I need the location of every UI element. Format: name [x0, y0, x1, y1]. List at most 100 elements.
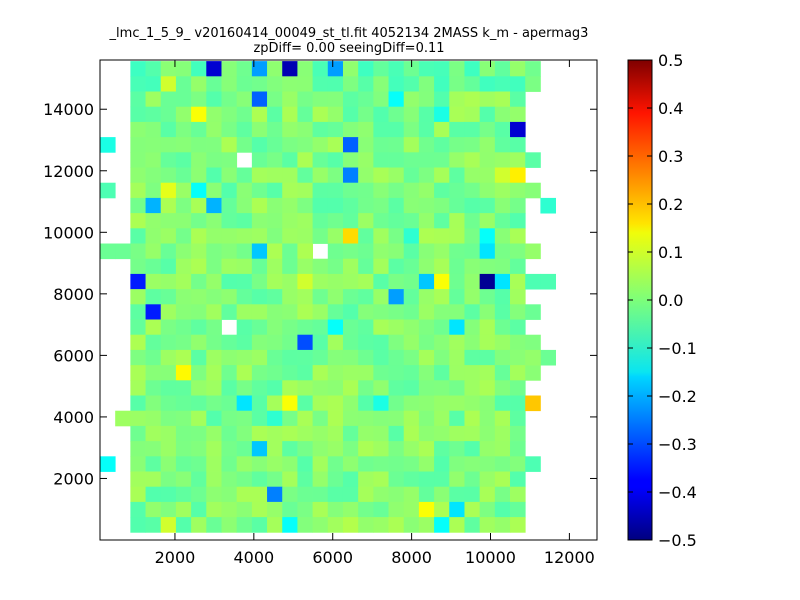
heatmap-cell: [236, 517, 253, 533]
heatmap-cell: [464, 501, 481, 518]
heatmap-cell: [358, 167, 374, 184]
heatmap-cell: [251, 273, 268, 290]
heatmap-cell: [342, 289, 359, 305]
heatmap-cell: [418, 61, 435, 77]
heatmap-cell: [418, 380, 435, 396]
heatmap-cell: [191, 456, 207, 472]
heatmap-cell: [145, 410, 162, 427]
heatmap-cell: [206, 365, 222, 381]
colorbar-tick-label: 0.0: [658, 291, 683, 310]
heatmap-cell: [342, 121, 359, 138]
heatmap-cell: [479, 365, 496, 381]
heatmap-cell: [160, 486, 177, 503]
heatmap-cell: [434, 471, 450, 488]
heatmap-cell: [388, 76, 405, 92]
heatmap-cell: [175, 167, 192, 184]
heatmap-cell: [191, 258, 207, 275]
colorbar-tick-label: 0.5: [658, 51, 683, 70]
heatmap-cell: [145, 258, 162, 275]
heatmap-cell: [145, 441, 162, 457]
heatmap-cell: [464, 425, 481, 442]
heatmap-cell: [434, 441, 450, 457]
heatmap-cell: [267, 456, 283, 472]
heatmap-cell: [479, 380, 496, 396]
heatmap-cell: [494, 441, 511, 457]
heatmap-cell: [175, 410, 192, 427]
heatmap-cell: [206, 273, 222, 290]
heatmap-cell: [221, 410, 238, 427]
heatmap-cell: [358, 486, 374, 503]
heatmap-cell: [130, 91, 146, 108]
y-tick-label: 10000: [43, 223, 94, 242]
heatmap-cell: [206, 501, 222, 518]
heatmap-cell: [358, 121, 374, 138]
heatmap-cell: [464, 76, 481, 92]
heatmap-cell: [145, 152, 162, 168]
heatmap-cell: [479, 228, 496, 244]
heatmap-cell: [206, 228, 222, 244]
heatmap-cell: [494, 152, 511, 168]
heatmap-cell: [388, 471, 405, 488]
heatmap-cell: [510, 289, 526, 305]
heatmap-cell: [479, 213, 496, 229]
heatmap-cell: [358, 243, 374, 260]
heatmap-cell: [403, 213, 420, 229]
heatmap-cell: [145, 334, 162, 351]
heatmap-cell: [160, 213, 177, 229]
heatmap-cell: [510, 304, 526, 320]
heatmap-cell: [494, 304, 511, 320]
heatmap-cell: [130, 395, 146, 412]
heatmap-cell: [145, 425, 162, 442]
heatmap-cell: [221, 152, 238, 168]
heatmap-cell: [540, 197, 556, 214]
heatmap-cell: [236, 137, 253, 153]
heatmap-cell: [327, 517, 344, 533]
heatmap-cell: [160, 349, 177, 366]
heatmap-cell: [236, 61, 253, 77]
heatmap-cell: [145, 319, 162, 336]
heatmap-cell: [510, 137, 526, 153]
heatmap-cell: [282, 243, 298, 260]
heatmap-cell: [403, 258, 420, 275]
heatmap-cell: [342, 243, 359, 260]
heatmap-cell: [236, 471, 253, 488]
heatmap-cell: [449, 61, 465, 77]
heatmap-cell: [373, 243, 389, 260]
heatmap-cell: [358, 91, 374, 108]
heatmap-cell: [312, 456, 329, 472]
heatmap-cell: [358, 334, 374, 351]
heatmap-cell: [206, 258, 222, 275]
heatmap-cell: [297, 380, 314, 396]
heatmap-cell: [236, 76, 253, 92]
colorbar-tick-label: −0.4: [658, 483, 697, 502]
heatmap-cell: [388, 501, 405, 518]
heatmap-cell: [160, 243, 177, 260]
heatmap-cell: [191, 76, 207, 92]
heatmap-cell: [373, 410, 389, 427]
heatmap-cell: [130, 441, 146, 457]
heatmap-cell: [510, 243, 526, 260]
heatmap-cell: [342, 273, 359, 290]
heatmap-cell: [479, 517, 496, 533]
heatmap-cell: [403, 61, 420, 77]
heatmap-cell: [267, 197, 283, 214]
heatmap-cell: [221, 137, 238, 153]
heatmap-cell: [494, 380, 511, 396]
heatmap-cell: [449, 319, 465, 336]
heatmap-cell: [175, 106, 192, 123]
heatmap-cell: [251, 304, 268, 320]
heatmap-cell: [342, 258, 359, 275]
heatmap-cell: [494, 76, 511, 92]
heatmap-cell: [434, 456, 450, 472]
heatmap-cell: [251, 167, 268, 184]
heatmap-cell: [236, 273, 253, 290]
heatmap-cell: [525, 76, 541, 92]
heatmap-cell: [479, 273, 496, 290]
heatmap-cell: [130, 501, 146, 518]
heatmap-cell: [373, 182, 389, 199]
heatmap-cell: [267, 91, 283, 108]
heatmap-cell: [479, 121, 496, 138]
heatmap-cell: [251, 456, 268, 472]
heatmap-cell: [160, 456, 177, 472]
heatmap-cell: [236, 213, 253, 229]
